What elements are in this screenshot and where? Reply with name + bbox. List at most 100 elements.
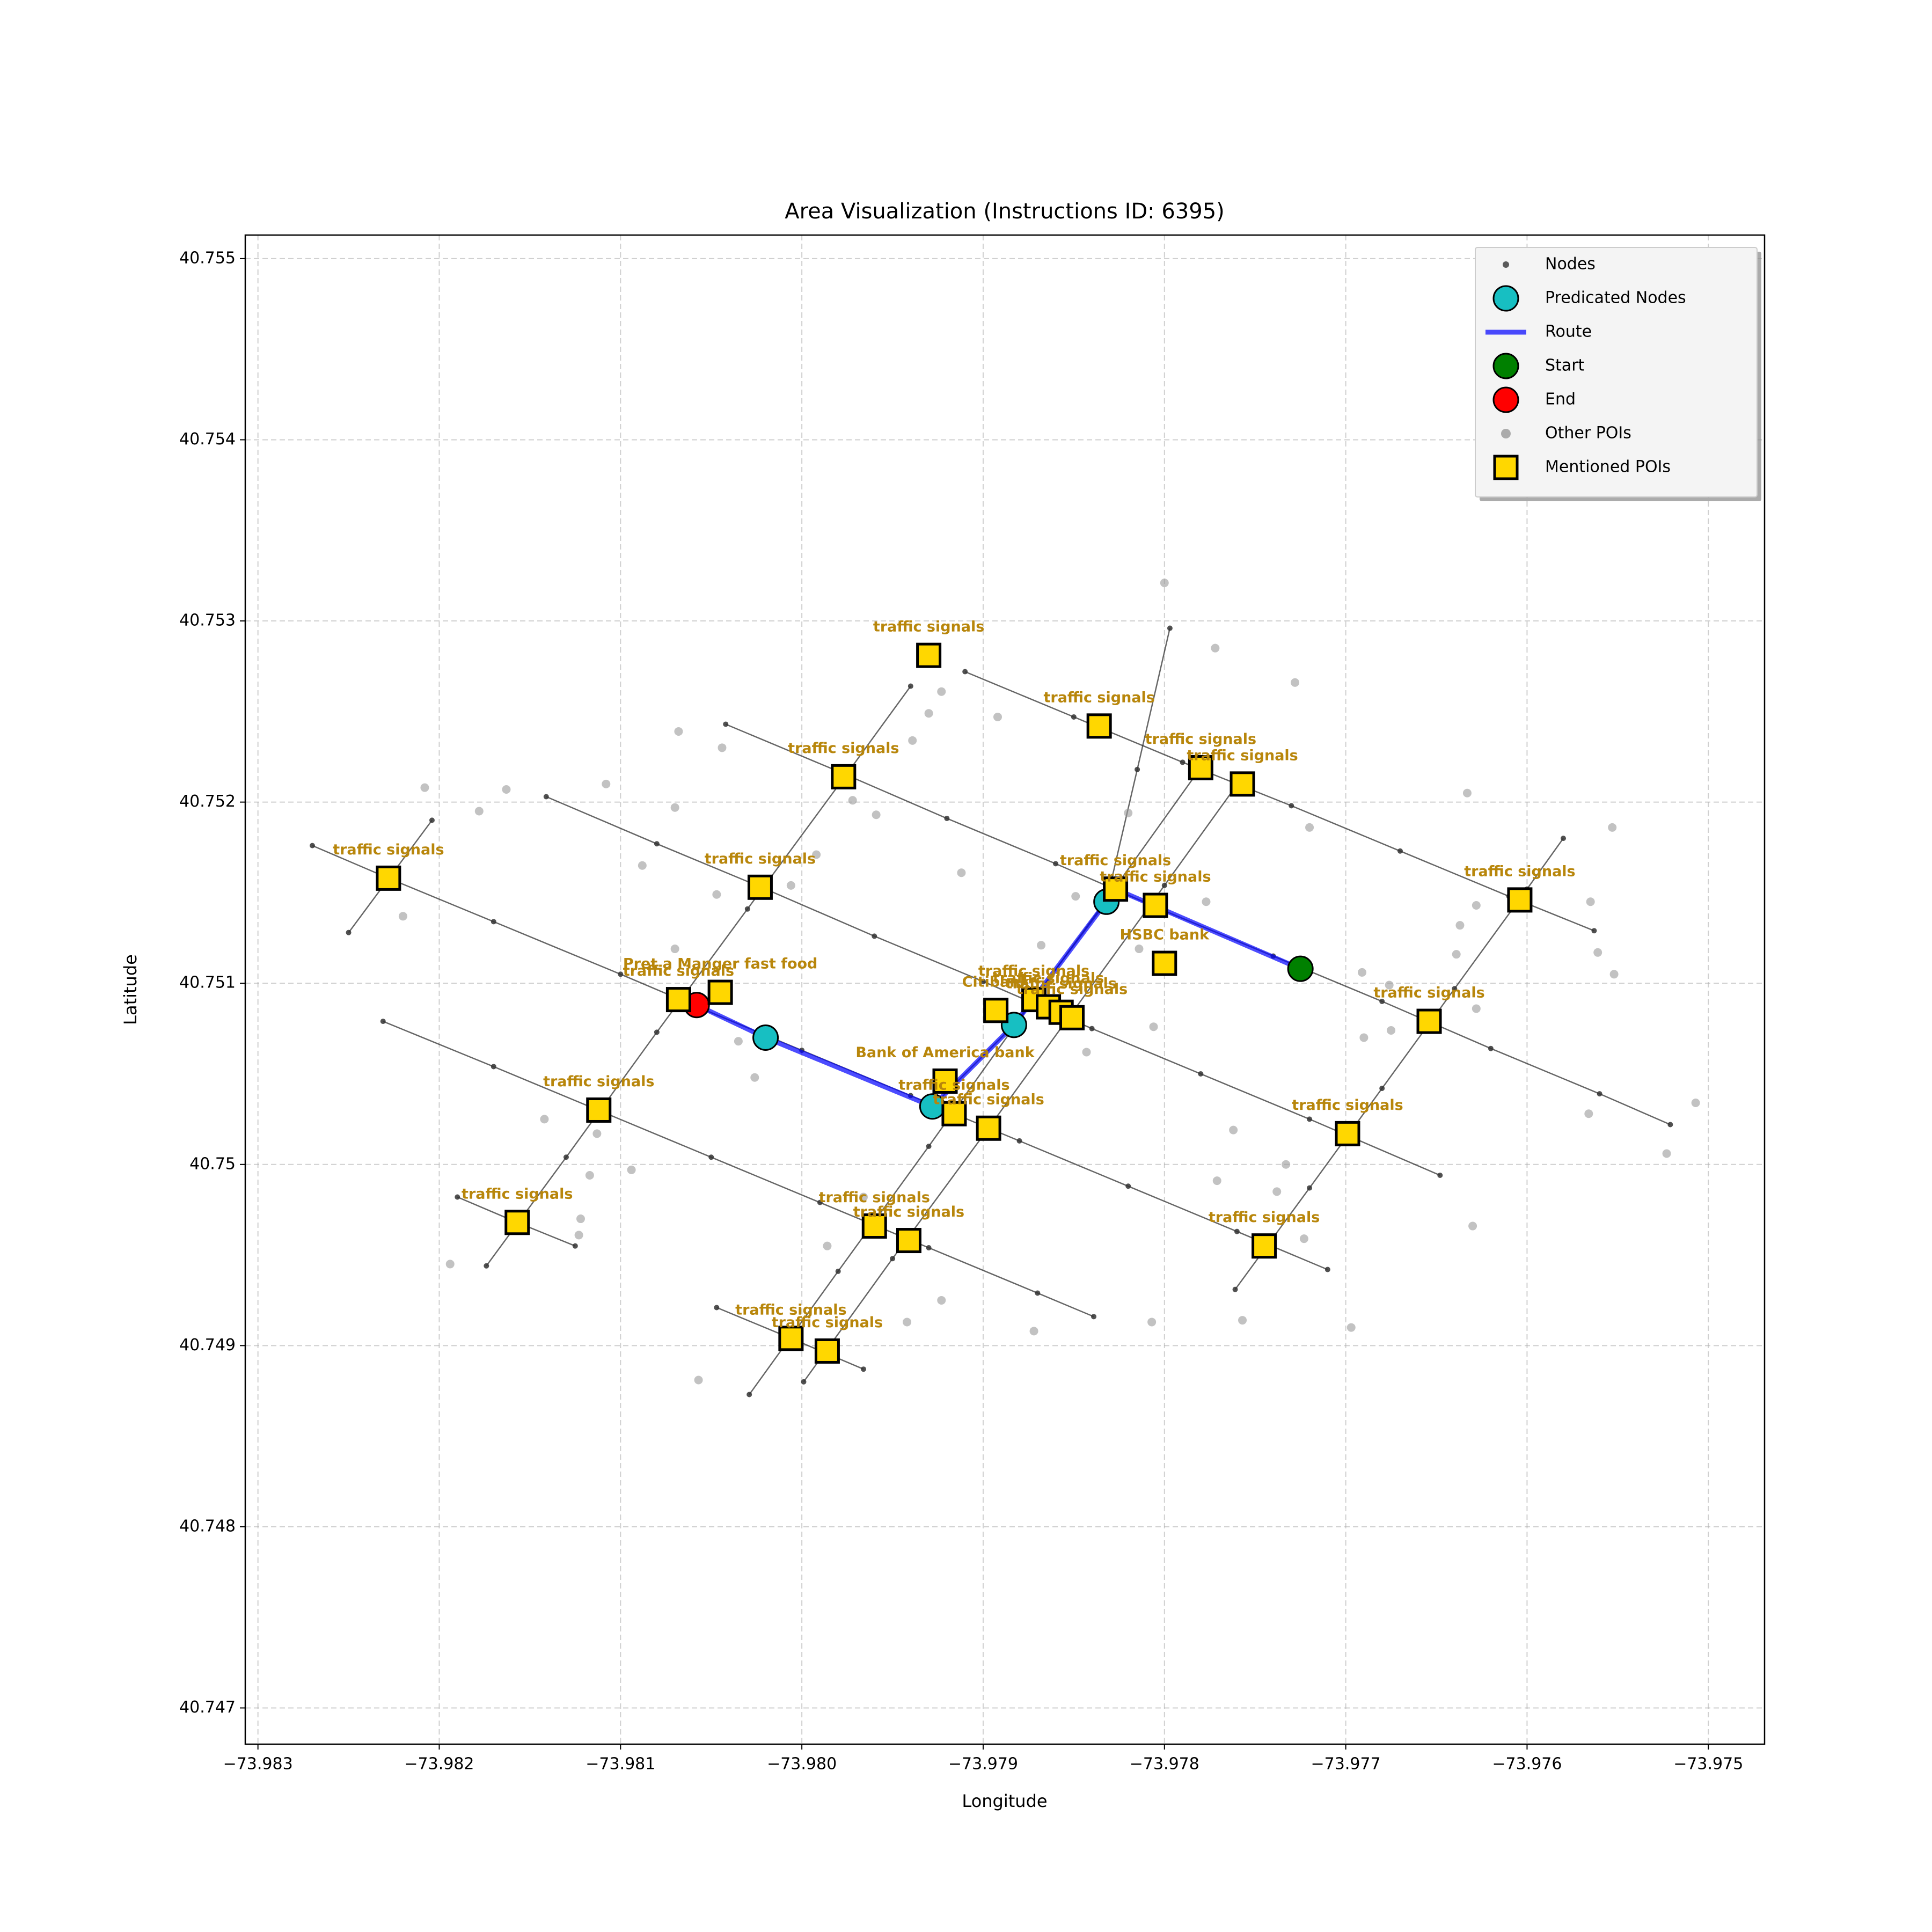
mentioned-poi xyxy=(976,1115,1001,1141)
other-poi xyxy=(1037,941,1046,950)
other-poi xyxy=(670,803,679,812)
node xyxy=(1071,714,1077,720)
other-poi xyxy=(908,736,917,745)
legend-icon xyxy=(1503,261,1509,268)
node xyxy=(1307,1116,1313,1122)
other-poi xyxy=(1586,897,1595,906)
other-poi xyxy=(1272,1187,1282,1196)
node xyxy=(455,1194,460,1200)
other-poi xyxy=(1071,892,1080,901)
x-tick-label: −73.983 xyxy=(223,1755,293,1774)
x-tick-label: −73.976 xyxy=(1492,1755,1562,1774)
other-poi xyxy=(1346,1323,1356,1332)
other-poi xyxy=(592,1129,602,1138)
other-poi xyxy=(1358,968,1367,977)
node xyxy=(714,1305,720,1311)
other-poi xyxy=(1124,808,1133,817)
marker-start xyxy=(1287,955,1314,982)
y-tick-label: 40.75 xyxy=(189,1154,236,1173)
other-poi xyxy=(502,785,511,794)
mentioned-poi xyxy=(1507,887,1533,913)
other-poi xyxy=(1160,579,1169,588)
mentioned-poi xyxy=(747,874,773,900)
y-tick-label: 40.749 xyxy=(179,1336,236,1355)
mentioned-poi xyxy=(1252,1233,1277,1259)
node xyxy=(1289,803,1294,809)
node xyxy=(1667,1122,1673,1128)
poi-label: traffic signals xyxy=(735,1301,846,1318)
node xyxy=(1198,1071,1204,1077)
poi-label: traffic signals xyxy=(1209,1209,1320,1226)
node xyxy=(1234,1228,1240,1234)
x-tick-label: −73.977 xyxy=(1311,1755,1381,1774)
node xyxy=(1161,882,1167,888)
node xyxy=(491,1064,496,1070)
other-poi xyxy=(1202,897,1211,906)
mentioned-poi xyxy=(586,1097,612,1123)
poi-label: Pret a Manger fast food xyxy=(623,956,818,972)
other-poi xyxy=(786,881,795,890)
other-poi xyxy=(445,1260,455,1269)
legend-label: Nodes xyxy=(1545,255,1596,274)
node xyxy=(1180,759,1185,765)
y-tick-label: 40.755 xyxy=(179,248,236,267)
poi-label: traffic signals xyxy=(772,1314,883,1331)
node xyxy=(309,843,315,848)
other-poi xyxy=(670,945,679,954)
other-poi xyxy=(398,912,407,921)
mentioned-poi xyxy=(1143,892,1168,918)
other-poi xyxy=(1282,1160,1291,1169)
other-poi xyxy=(1691,1098,1700,1107)
other-poi xyxy=(1149,1022,1158,1031)
x-tick-label: −73.975 xyxy=(1673,1755,1743,1774)
other-poi xyxy=(1455,921,1465,930)
other-poi xyxy=(1229,1125,1238,1135)
x-tick-label: −73.981 xyxy=(586,1755,655,1774)
other-poi xyxy=(718,743,727,752)
other-poi xyxy=(1385,980,1394,990)
other-poi xyxy=(540,1115,549,1124)
poi-label: traffic signals xyxy=(705,851,816,867)
node xyxy=(1561,836,1567,841)
node xyxy=(429,817,435,823)
poi-label: traffic signals xyxy=(819,1189,930,1206)
y-tick-label: 40.753 xyxy=(179,611,236,630)
other-poi xyxy=(1305,823,1314,832)
legend-box xyxy=(1475,247,1758,497)
node xyxy=(1167,625,1173,631)
mentioned-poi xyxy=(376,865,401,891)
mentioned-poi xyxy=(1059,1005,1085,1030)
other-poi xyxy=(1135,945,1144,954)
other-poi xyxy=(694,1375,703,1385)
y-tick-label: 40.754 xyxy=(179,430,236,449)
node xyxy=(980,978,986,984)
poi-label: traffic signals xyxy=(1006,976,1117,992)
poi-label: Citibank xyxy=(962,974,1030,990)
legend-label: Start xyxy=(1545,356,1585,375)
poi-label: traffic signals xyxy=(1187,747,1298,764)
other-poi xyxy=(712,890,721,899)
poi-label: traffic signals xyxy=(978,963,1089,979)
node xyxy=(1091,1314,1097,1320)
legend-label: Predicated Nodes xyxy=(1545,289,1686,308)
node xyxy=(1591,928,1597,934)
marker-predicated-nodes xyxy=(752,1024,779,1051)
other-poi xyxy=(1082,1048,1091,1057)
other-poi xyxy=(627,1165,636,1174)
node xyxy=(1437,1173,1443,1179)
other-poi xyxy=(859,1192,868,1202)
other-poi xyxy=(1387,1026,1396,1035)
mentioned-poi xyxy=(983,998,1009,1023)
other-poi xyxy=(993,712,1002,721)
mentioned-poi xyxy=(707,979,733,1005)
node xyxy=(1397,848,1403,854)
node xyxy=(1053,861,1059,867)
poi-label: traffic signals xyxy=(1016,981,1128,998)
street xyxy=(749,767,1202,1395)
node xyxy=(1035,1290,1041,1296)
poi-label: traffic signals xyxy=(933,1092,1044,1108)
poi-label: traffic signals xyxy=(543,1073,654,1090)
legend-icon xyxy=(1501,429,1511,438)
mentioned-poi xyxy=(831,764,857,789)
node xyxy=(563,1154,569,1160)
